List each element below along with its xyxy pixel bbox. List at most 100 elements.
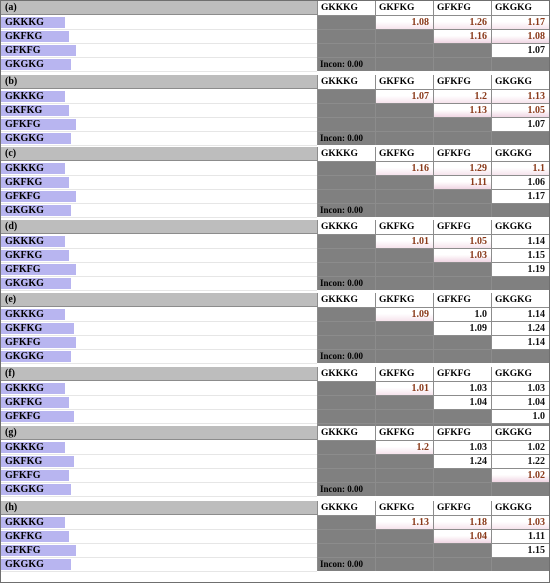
matrix-cell-value: 1.1 bbox=[491, 161, 549, 175]
matrix-cell-value: 1.04 bbox=[433, 395, 491, 409]
row-bar bbox=[1, 236, 65, 247]
matrix-cell-empty bbox=[375, 29, 433, 43]
matrix-cell-empty bbox=[317, 307, 375, 321]
row-label: GKGKG bbox=[5, 59, 44, 70]
matrix-cell-value: 1.16 bbox=[375, 161, 433, 175]
column-header: GKFKG bbox=[375, 220, 433, 234]
matrix-cell-empty bbox=[317, 381, 375, 395]
column-header: GKKKG bbox=[317, 426, 375, 440]
row-label: GKGKG bbox=[5, 205, 44, 216]
row-divider bbox=[1, 248, 317, 249]
column-header: GFKFG bbox=[433, 293, 491, 307]
row-bar bbox=[1, 191, 76, 202]
column-header: GFKFG bbox=[433, 75, 491, 89]
row-label: GKFKG bbox=[5, 531, 43, 542]
matrix-cell-empty bbox=[375, 203, 433, 217]
row-bar bbox=[1, 105, 69, 116]
matrix-cell-empty bbox=[433, 335, 491, 349]
matrix-cell-empty bbox=[317, 234, 375, 248]
row-label: GKKKG bbox=[5, 442, 44, 453]
matrix-cell-value: 1.14 bbox=[491, 335, 549, 349]
matrix-cell-empty bbox=[491, 482, 549, 496]
matrix-cell-empty bbox=[375, 482, 433, 496]
matrix-cell-empty bbox=[317, 248, 375, 262]
matrix-cell-empty bbox=[375, 175, 433, 189]
row-divider bbox=[1, 409, 317, 410]
row-bar bbox=[1, 163, 65, 174]
column-header: GKGKG bbox=[491, 75, 549, 89]
row-bar bbox=[1, 545, 76, 556]
row-divider bbox=[1, 217, 317, 218]
inconsistency-label: Incon: 0.00 bbox=[317, 57, 375, 70]
matrix-cell-value: 1.26 bbox=[433, 15, 491, 29]
row-divider bbox=[1, 29, 317, 30]
row-label: GFKFG bbox=[5, 264, 41, 275]
row-bar bbox=[1, 351, 71, 362]
matrix-cell-empty bbox=[317, 262, 375, 276]
column-header: GFKFG bbox=[433, 426, 491, 440]
matrix-cell-empty bbox=[433, 276, 491, 290]
column-header: GFKFG bbox=[433, 147, 491, 161]
column-header: GKKKG bbox=[317, 367, 375, 381]
matrix-cell-empty bbox=[433, 203, 491, 217]
row-label: GKKKG bbox=[5, 309, 44, 320]
inconsistency-label: Incon: 0.00 bbox=[317, 557, 375, 570]
matrix-cell-value: 1.15 bbox=[491, 248, 549, 262]
matrix-cell-value: 1.2 bbox=[375, 440, 433, 454]
matrix-cell-empty bbox=[317, 175, 375, 189]
matrix-cell-value: 1.0 bbox=[491, 409, 549, 423]
row-divider bbox=[1, 571, 317, 572]
row-divider bbox=[1, 262, 317, 263]
row-bar bbox=[1, 31, 69, 42]
row-divider bbox=[1, 496, 317, 497]
matrix-cell-empty bbox=[375, 468, 433, 482]
matrix-cell-value: 1.29 bbox=[433, 161, 491, 175]
matrix-cell-empty bbox=[317, 468, 375, 482]
matrix-cell-value: 1.08 bbox=[491, 29, 549, 43]
row-bar bbox=[1, 250, 69, 261]
matrix-cell-empty bbox=[317, 117, 375, 131]
panel-b: (b) GKKKG GKFKG GFKFG GKGKG GKKKG GKFKG GFKFG GK… bbox=[1, 75, 549, 147]
row-bar bbox=[1, 278, 71, 289]
panel-f: (f) GKKKG GKFKG GFKFG GKKKG GKFKG GFKFG GKGKG 1.… bbox=[1, 367, 549, 437]
matrix-cell-empty bbox=[433, 349, 491, 363]
matrix-cell-empty bbox=[491, 57, 549, 71]
row-label: GKKKG bbox=[5, 91, 44, 102]
matrix-cell-value: 1.01 bbox=[375, 234, 433, 248]
row-bar bbox=[1, 323, 74, 334]
column-header: GKGKG bbox=[491, 147, 549, 161]
column-header: GFKFG bbox=[433, 220, 491, 234]
row-label: GKKKG bbox=[5, 236, 44, 247]
matrix-cell-empty bbox=[375, 43, 433, 57]
matrix-cell-value: 1.22 bbox=[491, 454, 549, 468]
row-divider bbox=[1, 71, 317, 72]
column-header: GFKFG bbox=[433, 367, 491, 381]
matrix-cell-empty bbox=[433, 57, 491, 71]
row-label: GKGKG bbox=[5, 559, 44, 570]
row-divider bbox=[1, 543, 317, 544]
matrix-cell-value: 1.04 bbox=[491, 395, 549, 409]
matrix-cell-value: 1.0 bbox=[433, 307, 491, 321]
matrix-cell-value: 1.02 bbox=[491, 440, 549, 454]
row-label: GFKFG bbox=[5, 45, 41, 56]
matrix-cell-value: 1.13 bbox=[491, 89, 549, 103]
matrix-cell-empty bbox=[317, 440, 375, 454]
row-divider bbox=[1, 203, 317, 204]
matrix-cell-empty bbox=[317, 189, 375, 203]
row-divider bbox=[1, 482, 317, 483]
matrix-cell-value: 1.03 bbox=[433, 248, 491, 262]
matrix-cell-value: 1.24 bbox=[433, 454, 491, 468]
inconsistency-label: Incon: 0.00 bbox=[317, 203, 375, 216]
panel-label: (e) bbox=[5, 294, 17, 305]
matrix-cell-empty bbox=[375, 349, 433, 363]
matrix-cell-empty bbox=[375, 262, 433, 276]
row-bar bbox=[1, 484, 71, 495]
matrix-cell-empty bbox=[317, 89, 375, 103]
column-header: GKFKG bbox=[375, 367, 433, 381]
row-bar bbox=[1, 442, 65, 453]
row-label: GFKFG bbox=[5, 191, 41, 202]
panel-g: (g) GKKKG GKFKG GFKFG GKGKG GKKKG GKFKG GFKFG GK… bbox=[1, 426, 549, 501]
column-header: GFKFG bbox=[433, 501, 491, 515]
matrix-cell-value: 1.07 bbox=[491, 117, 549, 131]
matrix-cell-empty bbox=[375, 395, 433, 409]
